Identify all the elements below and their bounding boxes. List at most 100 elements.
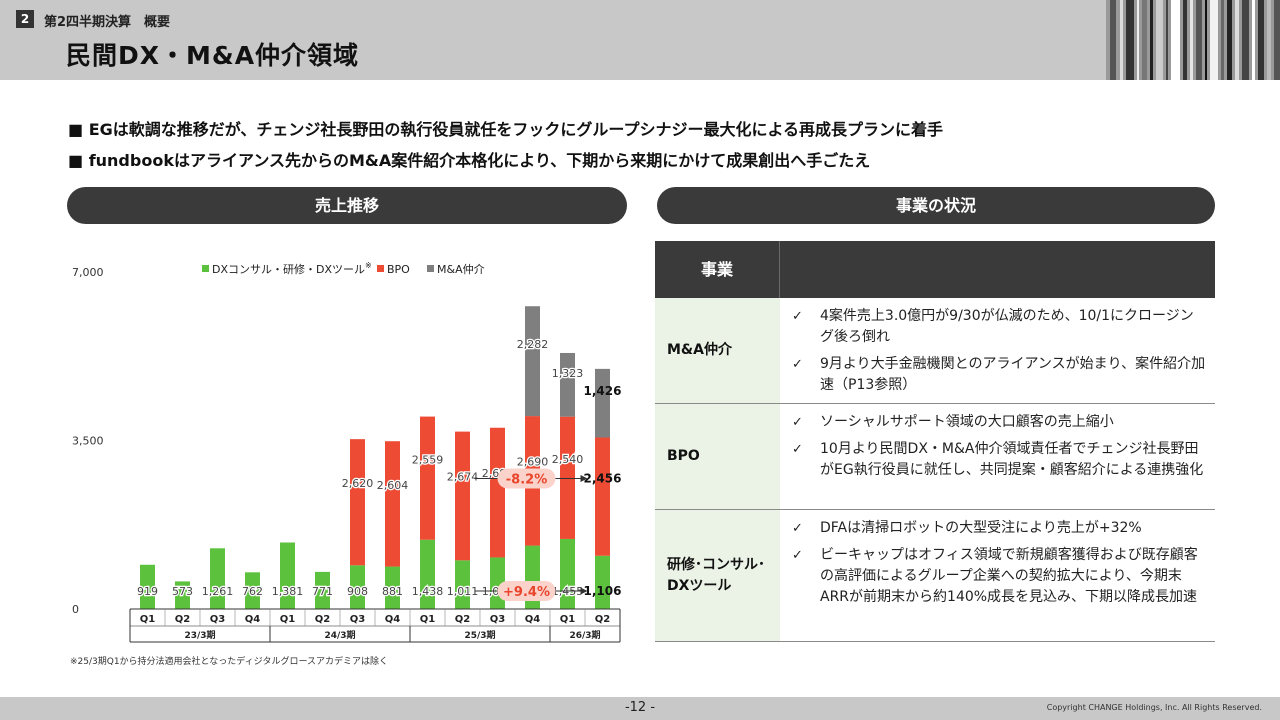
- row-label-bpo: BPO: [655, 404, 780, 509]
- bar-segment: [175, 581, 190, 609]
- data-label: 1,426: [584, 384, 622, 398]
- list-item: ✓ DFAは清掃ロボットの大型受注により売上が+32%: [792, 518, 1207, 539]
- bar-segment: [420, 416, 435, 540]
- legend-swatch: [202, 265, 209, 272]
- data-label: 1,323: [552, 367, 584, 380]
- business-status-heading: 事業の状況: [657, 187, 1215, 224]
- check-icon: ✓: [792, 442, 803, 457]
- bar-segment: [280, 542, 295, 609]
- table-row-ma: M&A仲介 ✓ 4案件売上3.0億円が9/30が仏滅のため、10/1にクロージング…: [655, 298, 1215, 404]
- x-tick-label: Q2: [595, 614, 611, 625]
- bar-segment: [560, 538, 575, 609]
- table-row-bpo: BPO ✓ ソーシャルサポート領域の大口顧客の売上縮小 ✓ 10月より民間DX・M&…: [655, 404, 1215, 510]
- data-label: 1,261: [202, 585, 234, 598]
- y-tick-label: 7,000: [72, 266, 104, 279]
- data-label: 2,559: [412, 453, 444, 466]
- legend-swatch: [377, 265, 384, 272]
- data-label: 1,106: [584, 584, 622, 598]
- legend-label: DXコンサル・研修・DXツール: [212, 262, 365, 276]
- bar-segment: [560, 352, 575, 417]
- header-bar: 2 第2四半期決算 概要 民間DX・M&A仲介領域: [0, 0, 1280, 80]
- x-tick-label: Q2: [315, 614, 331, 625]
- footer-bar: -12 - Copyright CHANGE Holdings, Inc. Al…: [0, 697, 1280, 720]
- copyright-text: Copyright CHANGE Holdings, Inc. All Righ…: [1046, 703, 1262, 712]
- x-tick-label: Q3: [210, 614, 226, 625]
- barcode-decoration: [1106, 0, 1280, 80]
- callout-arrowhead: [580, 474, 588, 482]
- check-icon: ✓: [792, 415, 803, 430]
- check-icon: ✓: [792, 548, 803, 563]
- sales-trend-heading: 売上推移: [67, 187, 627, 224]
- page-number: -12 -: [624, 700, 656, 715]
- bar-segment: [560, 416, 575, 539]
- callout-arrowhead: [580, 587, 588, 595]
- table-row-training: 研修･コンサル･DXツール ✓ DFAは清掃ロボットの大型受注により売上が+32%…: [655, 510, 1215, 642]
- legend-label: BPO: [387, 263, 410, 276]
- page-title: 民間DX・M&A仲介領域: [66, 41, 360, 70]
- period-label: 23/3期: [184, 629, 215, 641]
- legend-note-mark: ※: [365, 261, 372, 270]
- bar-segment: [385, 566, 400, 609]
- data-label: 2,620: [342, 477, 374, 490]
- x-tick-label: Q1: [280, 614, 296, 625]
- data-label: 2,674: [447, 471, 479, 484]
- data-label: 1,438: [412, 585, 444, 598]
- data-label: 2,282: [517, 338, 549, 351]
- x-tick-label: Q4: [525, 614, 541, 625]
- period-label: 24/3期: [324, 629, 355, 641]
- data-label: 1,011: [447, 585, 479, 598]
- table-header-business: 事業: [655, 241, 780, 298]
- table-header-row: 事業: [655, 241, 1215, 298]
- bar-segment: [315, 571, 330, 609]
- period-label: 26/3期: [569, 629, 600, 641]
- x-tick-label: Q1: [420, 614, 436, 625]
- callout-badge: [497, 468, 556, 489]
- data-label: 2,690: [517, 455, 549, 468]
- section-label: 第2四半期決算 概要: [44, 15, 171, 30]
- row-label-training: 研修･コンサル･DXツール: [655, 510, 780, 641]
- bar-segment: [385, 441, 400, 567]
- row-label-ma: M&A仲介: [655, 298, 780, 403]
- callout-badge: [497, 581, 556, 601]
- x-tick-label: Q2: [175, 614, 191, 625]
- y-tick-label: 0: [72, 603, 79, 616]
- x-tick-label: Q3: [490, 614, 506, 625]
- list-item: ✓ ビーキャップはオフィス領域で新規顧客獲得および既存顧客の高評価によるグループ企…: [792, 547, 1198, 605]
- x-tick-label: Q1: [560, 614, 576, 625]
- y-tick-label: 3,500: [72, 435, 104, 448]
- bar-segment: [140, 564, 155, 609]
- x-tick-label: Q1: [140, 614, 156, 625]
- data-label: 919: [137, 585, 158, 598]
- legend-label: M&A仲介: [437, 262, 485, 276]
- bar-segment: [350, 439, 365, 566]
- data-label: 762: [242, 585, 263, 598]
- data-label: 2,456: [584, 471, 622, 485]
- data-label: 573: [172, 585, 193, 598]
- data-label: 908: [347, 585, 368, 598]
- section-number: 2: [16, 10, 34, 28]
- bar-segment: [490, 427, 505, 558]
- check-icon: ✓: [792, 521, 803, 536]
- summary-bullet-2: ■ fundbookはアライアンス先からのM&A案件紹介本格化により、下期から来…: [68, 151, 871, 170]
- bar-segment: [455, 431, 470, 561]
- bar-segment: [245, 572, 260, 609]
- bar-segment: [595, 368, 610, 438]
- x-tick-label: Q2: [455, 614, 471, 625]
- summary-bullet-1: ■ EGは軟調な推移だが、チェンジ社長野田の執行役員就任をフックにグループシナジ…: [68, 120, 943, 139]
- list-item: ✓ ソーシャルサポート領域の大口顧客の売上縮小: [792, 412, 1207, 433]
- check-icon: ✓: [792, 357, 803, 372]
- bar-segment: [595, 437, 610, 556]
- period-label: 25/3期: [464, 629, 495, 641]
- chart-footnote: ※25/3期Q1から持分法適用会社となったディジタルグロースアカデミアは除く: [70, 657, 389, 667]
- business-status-table: 事業 M&A仲介 ✓ 4案件売上3.0億円が9/30が仏滅のため、10/1にクロー…: [655, 241, 1215, 642]
- list-item: ✓ 9月より大手金融機関とのアライアンスが始まり、案件紹介加速（P13参照）: [792, 356, 1206, 393]
- callout-label: -8.2%: [506, 472, 547, 487]
- x-tick-label: Q4: [245, 614, 261, 625]
- bar-segment: [595, 555, 610, 609]
- legend-swatch: [427, 265, 434, 272]
- table-header-blank: [780, 241, 1215, 298]
- check-icon: ✓: [792, 309, 803, 324]
- bar-segment: [420, 539, 435, 609]
- x-tick-label: Q3: [350, 614, 366, 625]
- list-item: ✓ 4案件売上3.0億円が9/30が仏滅のため、10/1にクロージング後ろ倒れ: [792, 308, 1194, 345]
